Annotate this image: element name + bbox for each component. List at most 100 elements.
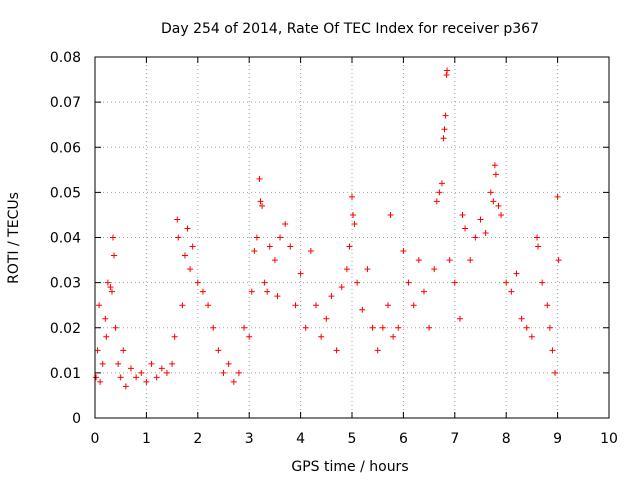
data-point	[490, 198, 497, 205]
data-point	[438, 180, 445, 187]
data-point	[495, 202, 502, 209]
data-point	[257, 198, 264, 205]
data-point	[482, 229, 489, 236]
data-point	[235, 369, 242, 376]
y-tick-label: 0.05	[50, 185, 81, 201]
y-tick-label: 0.07	[50, 95, 81, 111]
data-point	[102, 315, 109, 322]
x-tick-label: 7	[450, 431, 459, 447]
data-point	[328, 293, 335, 300]
data-point	[109, 234, 116, 241]
data-point	[246, 333, 253, 340]
data-point	[189, 243, 196, 250]
y-tick-label: 0.03	[50, 276, 81, 292]
data-point	[369, 324, 376, 331]
y-tick-label: 0.01	[50, 366, 81, 382]
data-points-layer	[93, 67, 562, 390]
data-point	[138, 369, 145, 376]
data-point	[271, 257, 278, 264]
data-point	[491, 162, 498, 169]
data-point	[148, 360, 155, 367]
data-point	[158, 365, 165, 372]
data-point	[351, 220, 358, 227]
data-point	[94, 347, 101, 354]
data-point	[133, 374, 140, 381]
data-point	[400, 248, 407, 255]
data-point	[513, 270, 520, 277]
x-tick-label: 10	[600, 431, 618, 447]
data-point	[251, 248, 258, 255]
data-point	[444, 67, 451, 74]
data-point	[97, 378, 104, 385]
data-point	[122, 383, 129, 390]
data-point	[175, 234, 182, 241]
data-point	[410, 302, 417, 309]
data-point	[297, 270, 304, 277]
data-point	[498, 211, 505, 218]
data-point	[225, 360, 232, 367]
data-point	[261, 279, 268, 286]
data-point	[459, 211, 466, 218]
x-tick-label: 2	[193, 431, 202, 447]
data-point	[359, 306, 366, 313]
data-point	[523, 324, 530, 331]
data-point	[287, 243, 294, 250]
y-tick-labels: 0 0.01 0.02 0.03 0.04 0.05 0.06 0.07 0.08	[50, 50, 81, 427]
data-point	[277, 234, 284, 241]
x-axis-label: GPS time / hours	[291, 459, 408, 475]
data-point	[117, 374, 124, 381]
data-point	[390, 333, 397, 340]
y-tick-label: 0.04	[50, 231, 81, 247]
data-point	[433, 198, 440, 205]
data-point	[535, 243, 542, 250]
data-point	[307, 248, 314, 255]
data-point	[120, 347, 127, 354]
data-point	[199, 288, 206, 295]
data-point	[549, 347, 556, 354]
data-point	[395, 324, 402, 331]
x-tick-label: 0	[91, 431, 100, 447]
data-point	[443, 72, 450, 79]
data-point	[436, 189, 443, 196]
data-point	[115, 360, 122, 367]
data-point	[111, 252, 118, 259]
data-point	[440, 135, 447, 142]
data-point	[174, 216, 181, 223]
data-point	[292, 302, 299, 309]
data-point	[477, 216, 484, 223]
data-point	[230, 378, 237, 385]
data-point	[544, 302, 551, 309]
data-point	[220, 369, 227, 376]
data-point	[323, 315, 330, 322]
data-point	[248, 288, 255, 295]
data-point	[415, 257, 422, 264]
data-point	[442, 112, 449, 119]
data-point	[253, 234, 260, 241]
data-point	[472, 234, 479, 241]
data-point	[555, 257, 562, 264]
data-point	[241, 324, 248, 331]
data-point	[282, 220, 289, 227]
data-point	[350, 211, 357, 218]
x-tick-labels: 0 1 2 3 4 5 6 7 8 9 10	[91, 431, 618, 447]
x-tick-label: 1	[142, 431, 151, 447]
data-point	[108, 288, 115, 295]
data-point	[302, 324, 309, 331]
data-point	[349, 193, 355, 200]
ticks-layer	[94, 56, 610, 419]
data-point	[534, 234, 541, 241]
data-point	[552, 369, 559, 376]
data-point	[343, 266, 350, 273]
data-point	[364, 266, 371, 273]
data-point	[503, 279, 510, 286]
data-point	[426, 324, 433, 331]
data-point	[179, 302, 186, 309]
data-point	[184, 225, 191, 232]
y-tick-label: 0.06	[50, 140, 81, 156]
data-point	[456, 315, 463, 322]
chart-title: Day 254 of 2014, Rate Of TEC Index for r…	[161, 21, 539, 37]
data-point	[554, 193, 561, 200]
data-point	[374, 347, 381, 354]
data-point	[539, 279, 546, 286]
